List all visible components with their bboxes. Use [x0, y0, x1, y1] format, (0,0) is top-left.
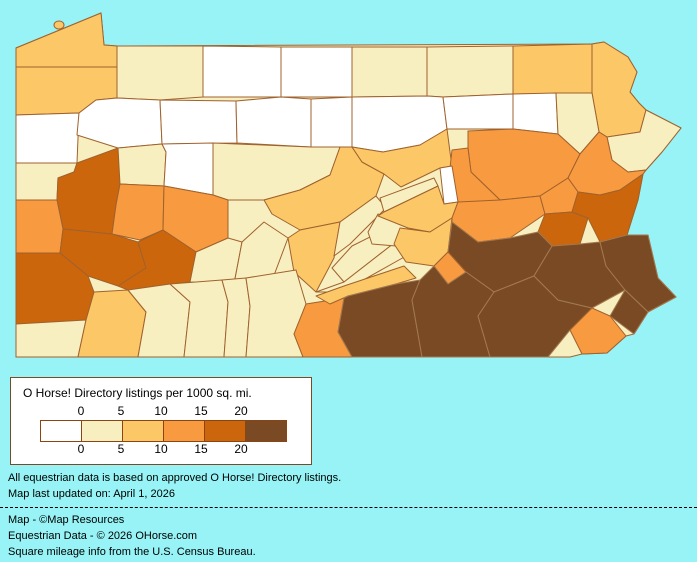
county-tioga: [351, 46, 428, 98]
legend-swatch-1: [82, 421, 123, 441]
note-data-source: All equestrian data is based on approved…: [8, 472, 342, 484]
legend-swatch-5: [246, 421, 286, 441]
legend-ticks-bottom: 0 5 10 15 20: [11, 442, 311, 456]
county-susquehanna: [512, 43, 593, 95]
county-clarion: [117, 143, 167, 187]
county-blair: [233, 221, 289, 287]
presque-isle-spit: [53, 20, 65, 30]
county-cameron: [310, 96, 353, 148]
credit-equestrian-data: Equestrian Data - © 2026 OHorse.com: [8, 530, 198, 542]
county-northampton: [571, 173, 644, 243]
legend-tick-label: 5: [117, 442, 125, 456]
county-forest: [159, 99, 238, 145]
presque-isle: [53, 20, 65, 30]
legend-title: O Horse! Directory listings per 1000 sq.…: [23, 386, 252, 400]
legend-tick-label: 15: [194, 404, 208, 418]
credit-map: Map - ©Map Resources: [8, 514, 125, 526]
dashed-divider: [0, 507, 697, 508]
county-beaver: [15, 199, 64, 254]
county-greene: [15, 319, 87, 358]
note-last-updated: Map last updated on: April 1, 2026: [8, 488, 175, 500]
county-franklin: [245, 269, 307, 358]
legend-tick-label: 10: [154, 404, 168, 418]
legend-swatch-3: [164, 421, 205, 441]
county-bradford: [426, 45, 514, 98]
legend-color-strip: [40, 420, 287, 442]
county-cumberland: [315, 265, 417, 305]
county-mckean: [202, 45, 282, 98]
legend-tick-label: 5: [117, 404, 125, 418]
legend-tick-label: 10: [154, 442, 168, 456]
legend-tick-label: 15: [194, 442, 208, 456]
legend-tick-label: 20: [234, 404, 248, 418]
legend-tick-label: 0: [77, 442, 85, 456]
county-mercer: [15, 112, 80, 164]
legend-swatch-4: [205, 421, 246, 441]
county-sullivan: [442, 93, 514, 130]
legend-ticks-top: 0 5 10 15 20: [11, 404, 311, 418]
county-wyoming: [512, 92, 559, 135]
legend-box: O Horse! Directory listings per 1000 sq.…: [10, 377, 312, 465]
credit-census: Square mileage info from the U.S. Census…: [8, 546, 256, 558]
county-potter: [280, 46, 353, 98]
legend-swatch-2: [123, 421, 164, 441]
legend-swatch-0: [41, 421, 82, 441]
county-bucks: [599, 234, 677, 313]
legend-tick-label: 20: [234, 442, 248, 456]
county-philadelphia: [609, 289, 649, 335]
county-armstrong: [111, 183, 165, 241]
county-layer: [15, 12, 682, 358]
county-warren: [116, 45, 204, 101]
legend-tick-label: 0: [77, 404, 85, 418]
county-delaware: [569, 307, 627, 355]
county-elk: [235, 96, 312, 148]
